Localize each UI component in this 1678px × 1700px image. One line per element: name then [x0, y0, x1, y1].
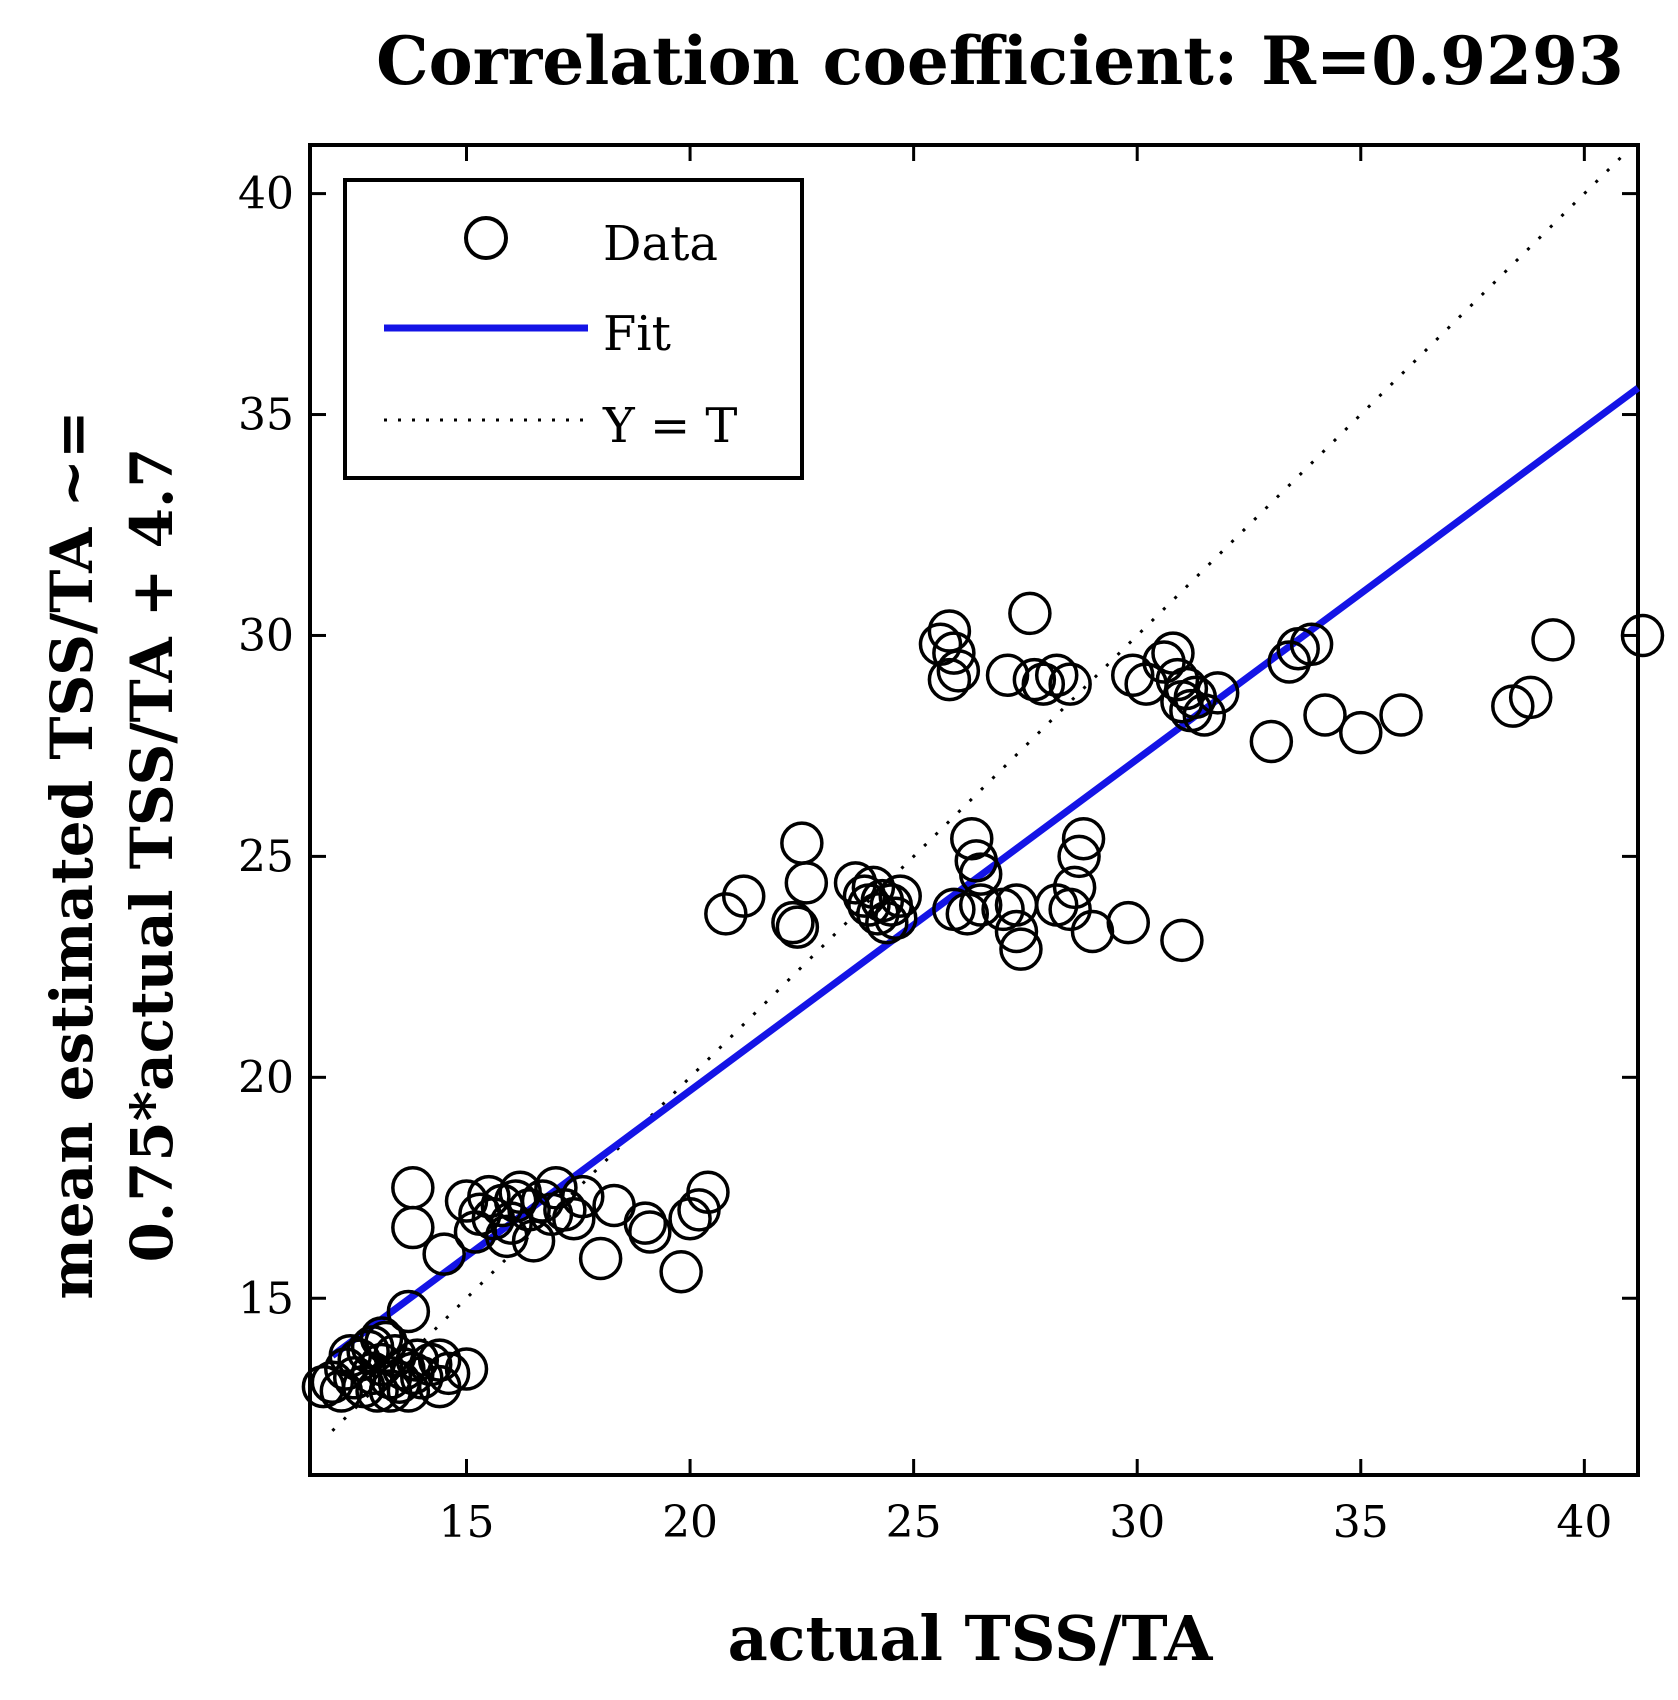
y-axis-label-line-2: 0.75*actual TSS/TA + 4.7 [118, 448, 186, 1263]
data-point [467, 1174, 511, 1219]
data-point [1048, 887, 1092, 932]
x-tick-label: 40 [1556, 1497, 1612, 1548]
data-point [1620, 613, 1665, 658]
data-point [1160, 918, 1204, 963]
data-point [659, 1249, 703, 1294]
data-point [932, 631, 976, 675]
data-point [391, 1205, 435, 1250]
data-point [878, 874, 922, 918]
legend-identity-label: Y = T [602, 398, 737, 454]
x-tick-label: 20 [662, 1497, 718, 1548]
data-point [874, 896, 918, 941]
data-point [958, 883, 1003, 927]
data-point [985, 653, 1030, 697]
data-point [1057, 834, 1101, 879]
data-point [958, 852, 1003, 896]
data-point [704, 892, 748, 936]
data-point [775, 905, 820, 949]
legend-data-marker [464, 216, 508, 260]
data-point [507, 1188, 551, 1232]
data-point [1008, 591, 1052, 636]
data-point [1155, 657, 1200, 702]
data-point [1182, 693, 1227, 737]
chart-title: Correlation coefficient: R=0.9293 [376, 22, 1624, 100]
data-point [1339, 710, 1383, 755]
data-point [561, 1174, 605, 1219]
data-point [1048, 662, 1092, 706]
axis-ticks: 15 20 25 30 35 40 15 20 25 30 35 40 [238, 145, 1638, 1548]
x-tick-label: 15 [438, 1497, 494, 1548]
data-point [1303, 693, 1347, 737]
data-point [999, 927, 1043, 971]
data-point [1531, 618, 1575, 662]
data-point [623, 1201, 668, 1245]
data-point [1070, 909, 1115, 954]
data-point [1012, 657, 1057, 702]
y-axis-label-line-1: mean estimated TSS/TA ~= [38, 410, 106, 1299]
legend: Data Fit Y = T [343, 178, 804, 480]
data-point [721, 874, 766, 918]
data-point [359, 1316, 404, 1360]
legend-data-label: Data [603, 216, 718, 272]
data-point [1195, 671, 1240, 715]
data-point [1034, 653, 1079, 697]
y-tick-label: 40 [238, 169, 294, 220]
data-point [1110, 653, 1155, 697]
data-point [771, 900, 815, 945]
data-point [386, 1289, 431, 1334]
y-tick-label: 30 [238, 610, 294, 661]
data-point [628, 1210, 672, 1254]
data-point [1021, 662, 1066, 706]
data-point [350, 1325, 395, 1369]
data-point [1508, 675, 1553, 720]
data-point [1052, 865, 1097, 910]
data-point [493, 1179, 538, 1223]
data-point [426, 1351, 471, 1396]
data-point [950, 816, 994, 861]
data-point [686, 1170, 730, 1214]
data-points [301, 591, 1665, 1413]
data-point [784, 861, 829, 905]
data-point [1267, 640, 1311, 684]
data-point [355, 1369, 399, 1413]
data-point [368, 1369, 413, 1413]
data-point [444, 1347, 489, 1391]
x-tick-label: 25 [886, 1497, 942, 1548]
data-point [422, 1232, 466, 1276]
data-point [865, 900, 909, 945]
data-point [1289, 622, 1334, 667]
x-axis-label: actual TSS/TA [728, 1602, 1214, 1675]
data-point [417, 1338, 462, 1382]
legend-fit-label: Fit [603, 306, 671, 362]
data-point [927, 657, 972, 702]
y-tick-label: 25 [238, 831, 294, 882]
data-point [936, 649, 981, 693]
data-point [1061, 816, 1106, 861]
data-point [945, 892, 990, 936]
data-point [386, 1369, 431, 1413]
data-point [1106, 900, 1151, 945]
data-point [484, 1214, 529, 1259]
x-tick-label: 30 [1109, 1497, 1165, 1548]
x-tick-label: 35 [1333, 1497, 1389, 1548]
data-point [552, 1196, 596, 1241]
data-point [1379, 693, 1423, 737]
y-tick-label: 35 [238, 390, 294, 441]
data-point [1249, 719, 1294, 764]
data-point [994, 909, 1039, 954]
y-tick-label: 20 [238, 1052, 294, 1103]
data-point [578, 1236, 623, 1281]
y-tick-label: 15 [238, 1273, 294, 1324]
